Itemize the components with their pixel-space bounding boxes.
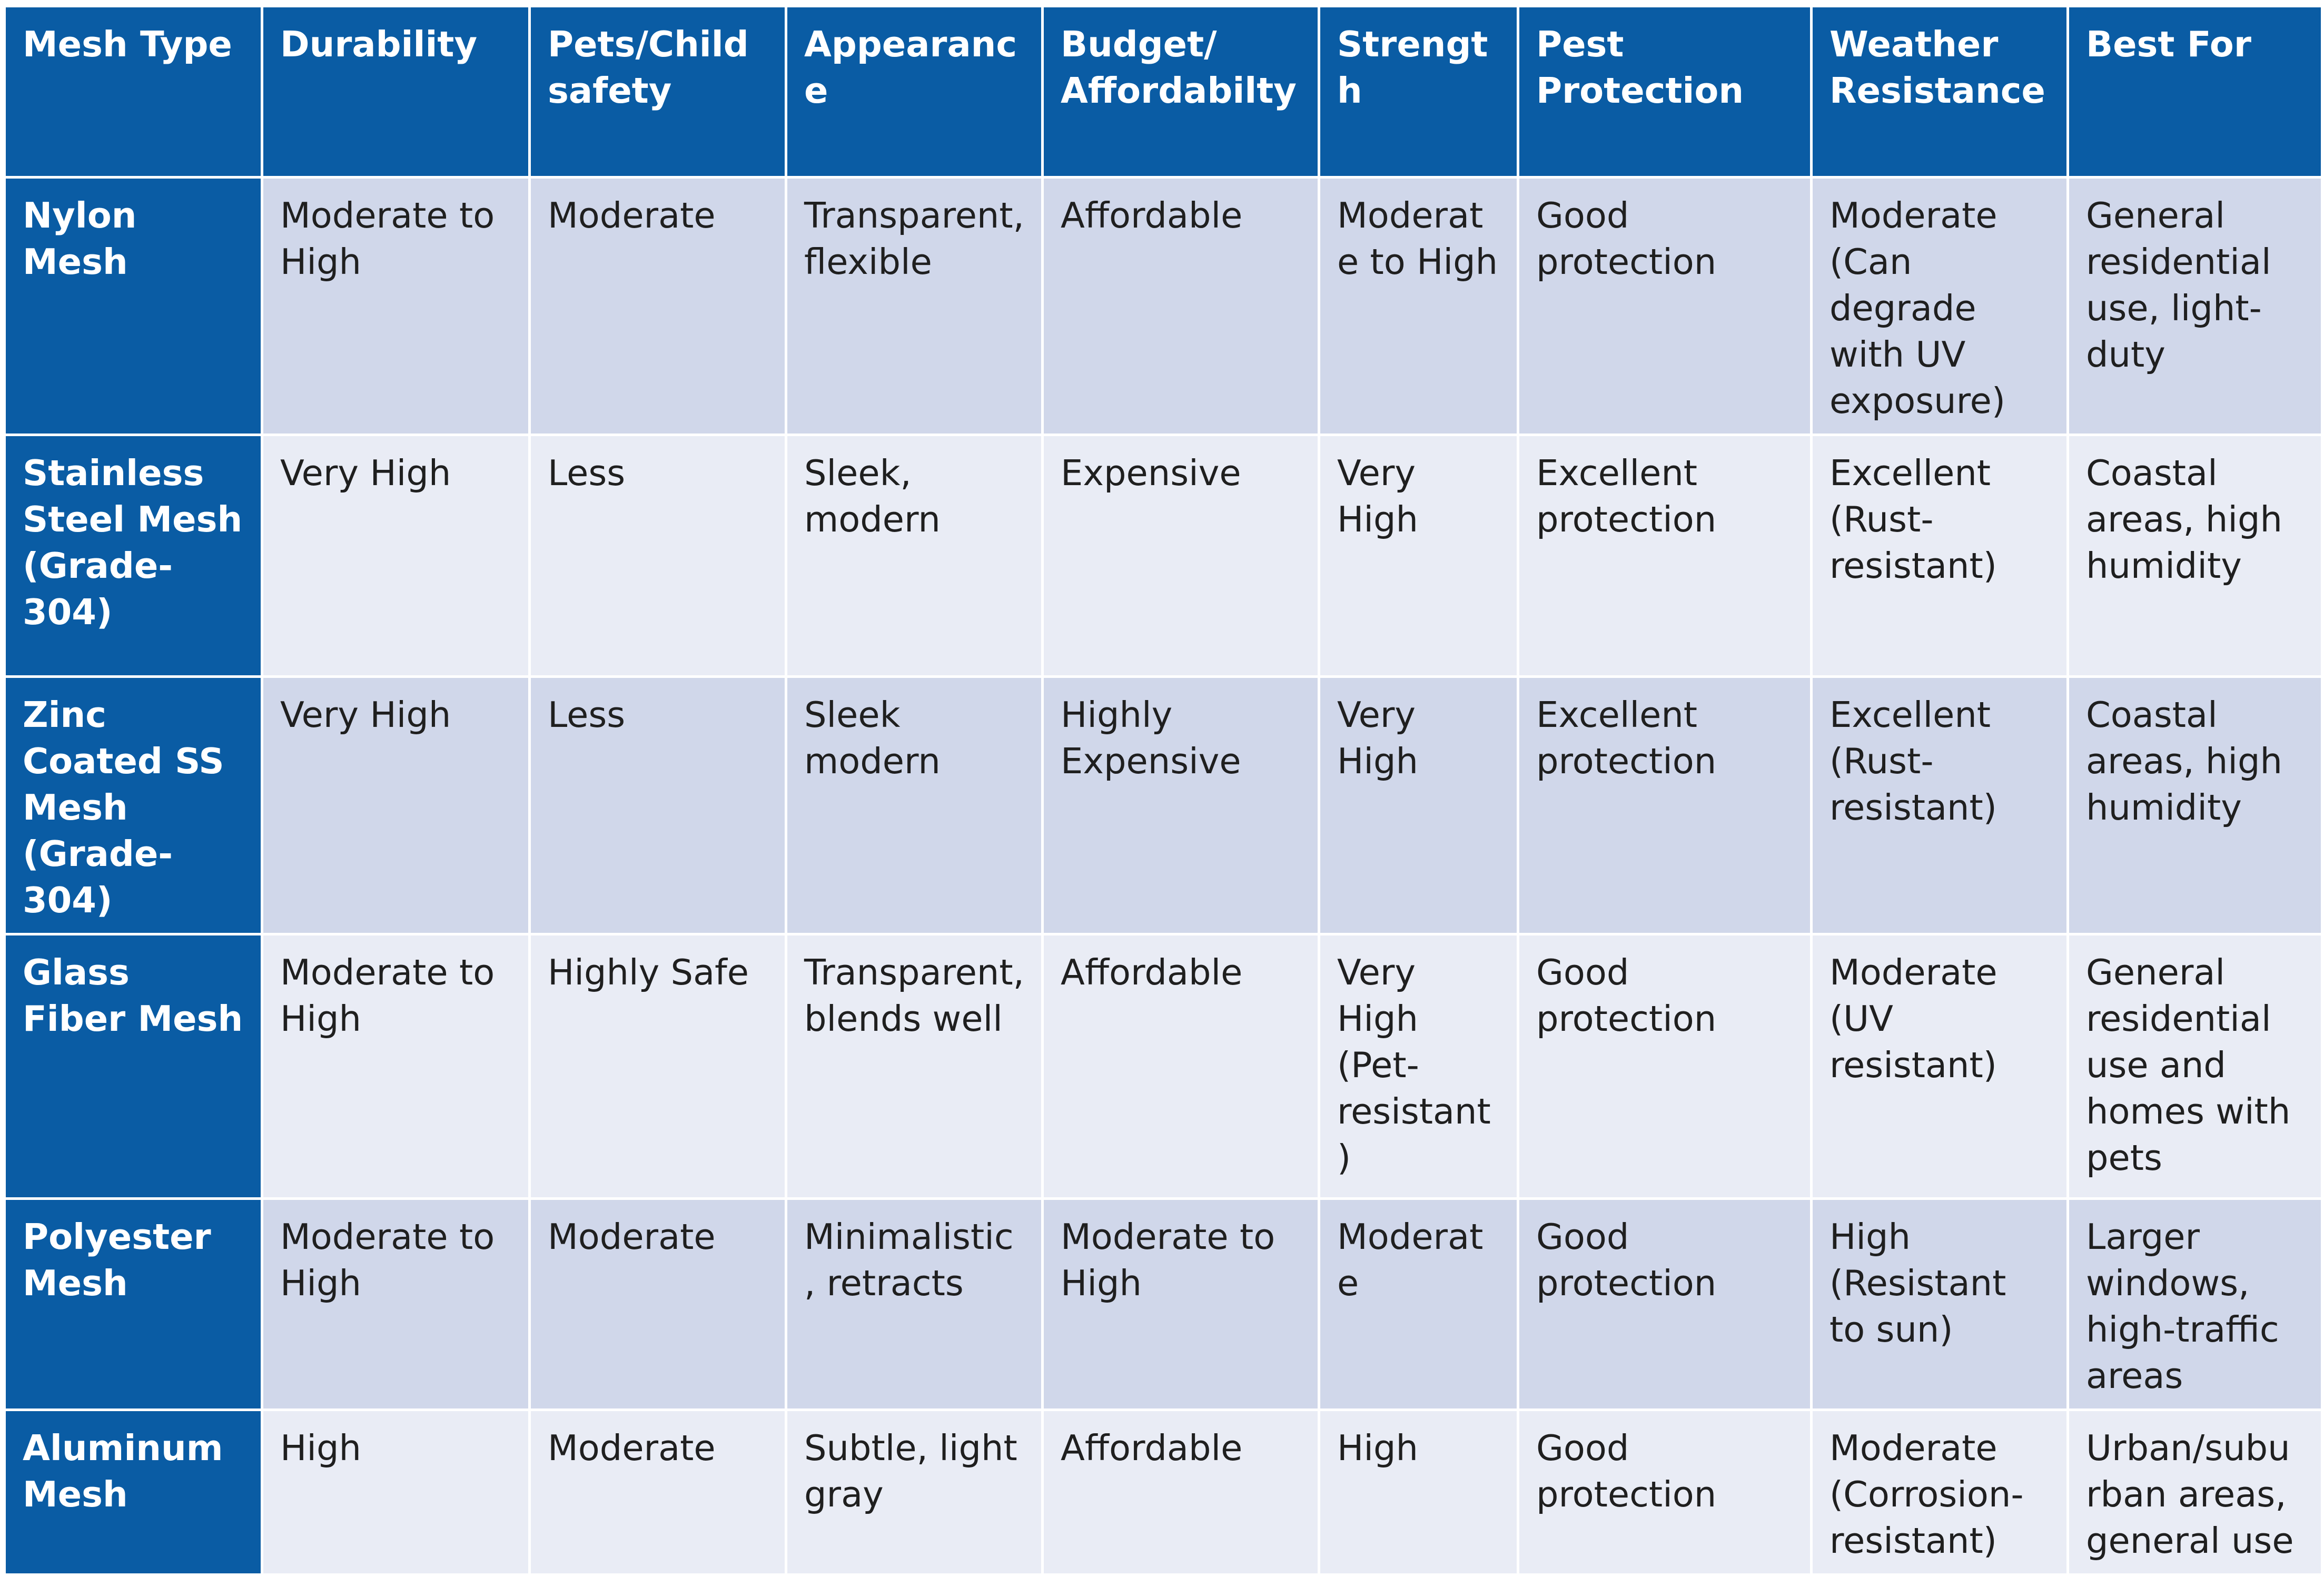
mesh-type-cell: Nylon Mesh xyxy=(3,176,263,436)
pest-protection-cell: Good protection xyxy=(1517,1408,1813,1576)
mesh-type-cell: Polyester Mesh xyxy=(3,1197,263,1411)
header-pets-child-safety: Pets/Child safety xyxy=(528,5,787,179)
pest-protection-cell: Good protection xyxy=(1517,1197,1813,1411)
durability-cell: Very High xyxy=(261,434,531,678)
mesh-type-cell: Glass Fiber Mesh xyxy=(3,933,263,1200)
weather-resistance-cell: Moderate (Can degrade with UV exposure) xyxy=(1810,176,2069,436)
pest-protection-cell: Excellent protection xyxy=(1517,434,1813,678)
header-weather-resistance: Weather Resistance xyxy=(1810,5,2069,179)
header-mesh-type: Mesh Type xyxy=(3,5,263,179)
appearance-cell: Transparent, flexible xyxy=(785,176,1044,436)
appearance-cell: Subtle, light gray xyxy=(785,1408,1044,1576)
safety-cell: Moderate xyxy=(528,1197,787,1411)
best-for-cell: Larger windows, high-traffic areas xyxy=(2066,1197,2323,1411)
table-row: Aluminum Mesh High Moderate Subtle, ligh… xyxy=(3,1408,2323,1576)
header-strength: Strength xyxy=(1318,5,1519,179)
page: Mesh Type Durability Pets/Child safety A… xyxy=(3,5,2323,1576)
safety-cell: Moderate xyxy=(528,1408,787,1576)
best-for-cell: General residential use, light-duty xyxy=(2066,176,2323,436)
durability-cell: High xyxy=(261,1408,531,1576)
table-row: Glass Fiber Mesh Moderate to High Highly… xyxy=(3,933,2323,1200)
appearance-cell: Minimalistic, retracts xyxy=(785,1197,1044,1411)
appearance-cell: Transparent, blends well xyxy=(785,933,1044,1200)
pest-protection-cell: Good protection xyxy=(1517,176,1813,436)
table-row: Polyester Mesh Moderate to High Moderate… xyxy=(3,1197,2323,1411)
budget-cell: Expensive xyxy=(1041,434,1320,678)
weather-resistance-cell: Excellent (Rust-resistant) xyxy=(1810,434,2069,678)
pest-protection-cell: Good protection xyxy=(1517,933,1813,1200)
header-row: Mesh Type Durability Pets/Child safety A… xyxy=(3,5,2323,179)
appearance-cell: Sleek, modern xyxy=(785,434,1044,678)
best-for-cell: General residential use and homes with p… xyxy=(2066,933,2323,1200)
pest-protection-cell: Excellent protection xyxy=(1517,675,1813,935)
strength-cell: Very High (Pet-resistant) xyxy=(1318,933,1519,1200)
weather-resistance-cell: Moderate (Corrosion-resistant) xyxy=(1810,1408,2069,1576)
table-row: Nylon Mesh Moderate to High Moderate Tra… xyxy=(3,176,2323,436)
mesh-comparison-table: Mesh Type Durability Pets/Child safety A… xyxy=(3,5,2323,1576)
weather-resistance-cell: Moderate (UV resistant) xyxy=(1810,933,2069,1200)
best-for-cell: Urban/suburban areas, general use xyxy=(2066,1408,2323,1576)
mesh-type-cell: Stainless Steel Mesh (Grade-304) xyxy=(3,434,263,678)
safety-cell: Moderate xyxy=(528,176,787,436)
budget-cell: Affordable xyxy=(1041,933,1320,1200)
weather-resistance-cell: Excellent (Rust-resistant) xyxy=(1810,675,2069,935)
header-best-for: Best For xyxy=(2066,5,2323,179)
durability-cell: Moderate to High xyxy=(261,933,531,1200)
best-for-cell: Coastal areas, high humidity xyxy=(2066,675,2323,935)
budget-cell: Highly Expensive xyxy=(1041,675,1320,935)
budget-cell: Affordable xyxy=(1041,176,1320,436)
strength-cell: High xyxy=(1318,1408,1519,1576)
budget-cell: Moderate to High xyxy=(1041,1197,1320,1411)
table-row: Zinc Coated SS Mesh (Grade-304) Very Hig… xyxy=(3,675,2323,935)
safety-cell: Less xyxy=(528,675,787,935)
table-row: Stainless Steel Mesh (Grade-304) Very Hi… xyxy=(3,434,2323,678)
safety-cell: Highly Safe xyxy=(528,933,787,1200)
header-appearance: Appearance xyxy=(785,5,1044,179)
header-durability: Durability xyxy=(261,5,531,179)
strength-cell: Moderate xyxy=(1318,1197,1519,1411)
strength-cell: Moderate to High xyxy=(1318,176,1519,436)
header-budget: Budget/ Affordabilty xyxy=(1041,5,1320,179)
mesh-type-cell: Zinc Coated SS Mesh (Grade-304) xyxy=(3,675,263,935)
budget-cell: Affordable xyxy=(1041,1408,1320,1576)
durability-cell: Very High xyxy=(261,675,531,935)
strength-cell: Very High xyxy=(1318,434,1519,678)
appearance-cell: Sleek modern xyxy=(785,675,1044,935)
durability-cell: Moderate to High xyxy=(261,1197,531,1411)
mesh-type-cell: Aluminum Mesh xyxy=(3,1408,263,1576)
strength-cell: Very High xyxy=(1318,675,1519,935)
weather-resistance-cell: High (Resistant to sun) xyxy=(1810,1197,2069,1411)
best-for-cell: Coastal areas, high humidity xyxy=(2066,434,2323,678)
durability-cell: Moderate to High xyxy=(261,176,531,436)
header-pest-protection: Pest Protection xyxy=(1517,5,1813,179)
safety-cell: Less xyxy=(528,434,787,678)
